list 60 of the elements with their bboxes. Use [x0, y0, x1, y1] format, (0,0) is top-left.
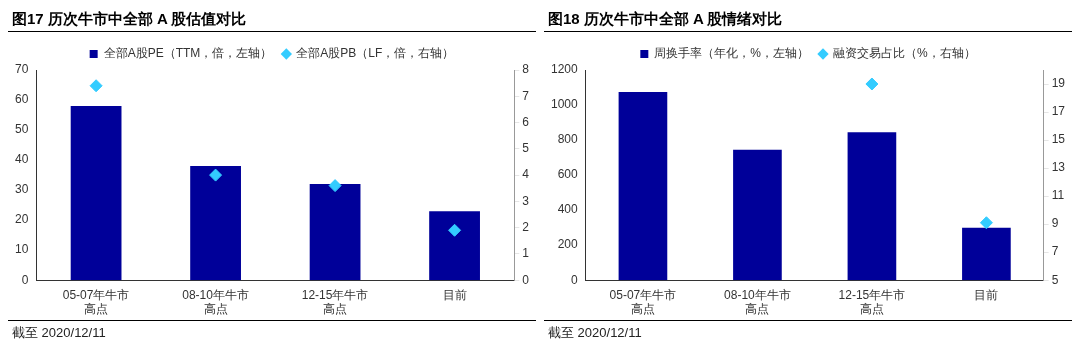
y-tick-label: 30: [14, 182, 29, 197]
y2-tick-label: 8: [522, 62, 530, 77]
y2-tick-label: 2: [522, 219, 530, 234]
bar: [70, 106, 122, 281]
x-tick-label: 目前: [974, 287, 999, 302]
y-tick-label: 600: [557, 167, 579, 182]
text: 截至 2020/12/11: [12, 324, 107, 342]
bar: [429, 211, 480, 281]
point: [328, 179, 342, 193]
y2-tick-label: 11: [1051, 188, 1065, 203]
y2-tick-label: 5: [1051, 272, 1059, 287]
point: [448, 223, 462, 237]
y-tick-label: 40: [14, 152, 29, 167]
x-tick-label: 12-15年牛市高点: [838, 287, 906, 317]
legend-label: 全部A股PB（LF，倍，右轴）: [296, 46, 455, 61]
y-tick-label: 0: [571, 272, 579, 287]
y2-tick-label: 1: [522, 246, 530, 261]
y2-tick-label: 7: [522, 88, 530, 103]
chart-title: 图18 历次牛市中全部 A 股情绪对比: [544, 8, 1072, 32]
y-tick-label: 1200: [550, 62, 579, 77]
legend-label: 融资交易占比（%，右轴）: [833, 46, 976, 61]
y-tick-label: 800: [557, 132, 579, 147]
bar: [847, 132, 897, 281]
x-tick-label: 08-10年牛市高点: [182, 287, 249, 317]
y-tick-label: 0: [21, 272, 29, 287]
y2-tick-label: 6: [522, 114, 530, 129]
y-tick-label: 70: [14, 62, 29, 77]
y-tick-label: 10: [14, 242, 29, 257]
y-tick-label: 400: [557, 202, 579, 217]
y-tick-label: 60: [14, 92, 29, 107]
y2-tick-label: 0: [522, 272, 530, 287]
y2-tick-label: 19: [1051, 76, 1066, 91]
x-tick-label: 05-07年牛市高点: [62, 287, 130, 317]
y-tick-label: 50: [14, 122, 29, 137]
y2-tick-label: 9: [1051, 216, 1059, 231]
y2-tick-label: 5: [522, 141, 530, 156]
bar: [962, 227, 1011, 281]
bar: [190, 166, 241, 281]
y2-tick-label: 13: [1051, 160, 1066, 175]
y2-tick-label: 3: [522, 193, 530, 208]
bar: [733, 149, 782, 281]
x-tick-label: 08-10年牛市高点: [724, 287, 791, 317]
point: [89, 79, 103, 93]
legend-label: 全部A股PE（TTM，倍，左轴）: [103, 46, 273, 61]
x-tick-label: 05-07年牛市高点: [609, 287, 677, 317]
legend-label: 周换手率（年化，%，左轴）: [654, 46, 809, 61]
y-tick-label: 200: [557, 237, 579, 252]
chart-title: 图17 历次牛市中全部 A 股估值对比: [8, 8, 536, 32]
y2-tick-label: 17: [1051, 104, 1066, 119]
y-tick-label: 1000: [550, 97, 579, 112]
y2-tick-label: 7: [1051, 244, 1059, 259]
y2-tick-label: 4: [522, 167, 530, 182]
point: [209, 168, 223, 182]
bar: [309, 184, 361, 281]
x-tick-label: 目前: [442, 287, 467, 302]
y2-tick-label: 15: [1051, 132, 1066, 147]
text: 截至 2020/12/11: [548, 324, 643, 342]
bar: [618, 91, 668, 281]
y-tick-label: 20: [14, 212, 29, 227]
x-tick-label: 12-15年牛市高点: [301, 287, 369, 317]
